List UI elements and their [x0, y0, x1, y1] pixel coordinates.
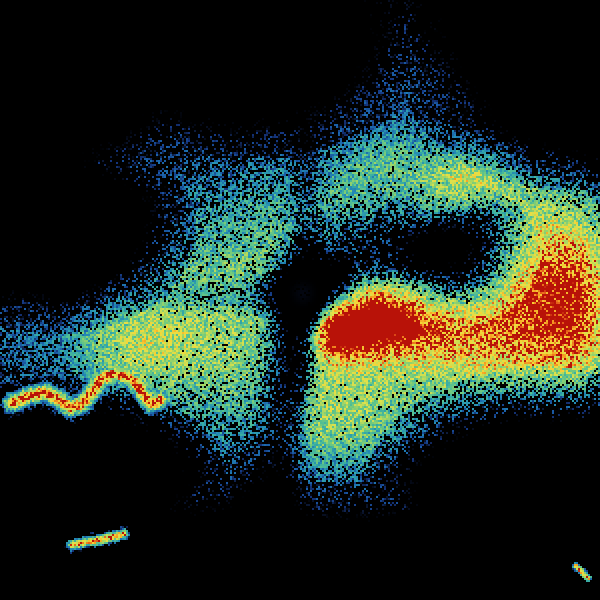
false-color-intensity-map: [0, 0, 600, 600]
image-canvas-container: Extended source intensity map (false col…: [0, 0, 600, 600]
